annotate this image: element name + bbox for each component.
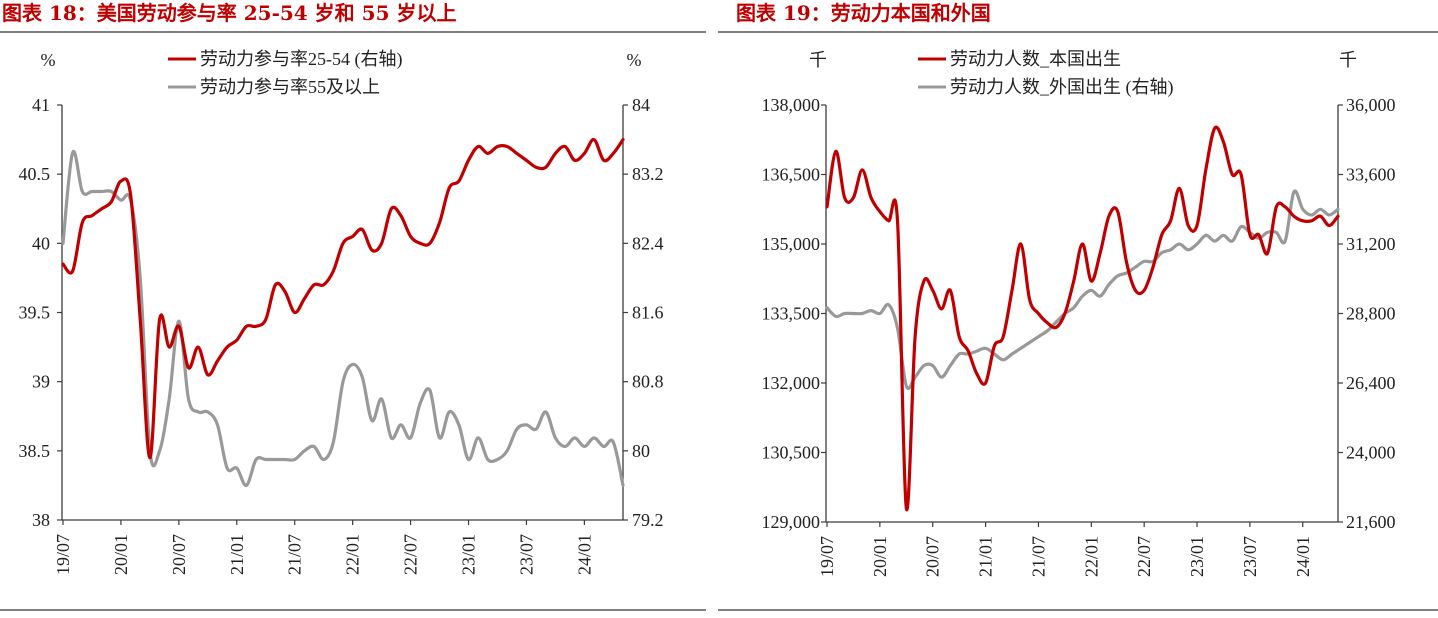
- right-y-tick-label: 31,200: [1346, 234, 1396, 254]
- x-tick-label: 23/01: [459, 534, 479, 575]
- right-y-tick-label: 84: [632, 95, 650, 115]
- legend-label: 劳动力参与率55及以上: [200, 77, 380, 97]
- left-y-tick-label: 39.5: [19, 303, 51, 323]
- x-tick-label: 23/01: [1187, 536, 1207, 577]
- right-y-tick-label: 83.2: [632, 164, 664, 184]
- right-y-tick-label: 82.4: [632, 233, 664, 253]
- left-y-tick-label: 135,000: [762, 234, 821, 254]
- chart-panel-left: 图表 18：美国劳动参与率 25-54 岁和 55 岁以上 %% 劳动力参与率25…: [0, 0, 708, 618]
- series-line-gray: [61, 149, 625, 487]
- right-y-tick-label: 28,800: [1346, 304, 1396, 324]
- chart-title: 图表 18：美国劳动参与率 25-54 岁和 55 岁以上: [2, 1, 457, 25]
- left-axis-unit: 千: [809, 50, 827, 70]
- right-y-tick-label: 81.6: [632, 303, 664, 323]
- x-tick-label: 22/01: [343, 534, 363, 575]
- right-y-tick-label: 26,400: [1346, 373, 1396, 393]
- chart-panel-right: 图表 19：劳动力本国和外国 千 千 劳动力人数_本国出生劳动力人数_外国出生 (右…: [718, 0, 1438, 618]
- right-y-tick-label: 33,600: [1346, 165, 1396, 185]
- x-tick-label: 21/07: [1028, 536, 1048, 577]
- x-tick-label: 24/01: [1293, 536, 1313, 577]
- left-y-tick-label: 132,000: [762, 373, 821, 393]
- legend-label: 劳动力参与率25-54 (右轴): [200, 49, 402, 70]
- right-axis-unit: %: [627, 50, 642, 70]
- right-y-tick-label: 36,000: [1346, 95, 1396, 115]
- right-y-tick-label: 80: [632, 441, 650, 461]
- left-y-tick-label: 39: [32, 372, 50, 392]
- left-y-tick-label: 129,000: [762, 512, 821, 532]
- x-tick-label: 20/01: [111, 534, 131, 575]
- x-tick-label: 24/01: [574, 534, 594, 575]
- left-y-tick-label: 40: [32, 233, 50, 253]
- left-axis-unit: %: [41, 50, 56, 70]
- right-y-tick-label: 21,600: [1346, 512, 1396, 532]
- x-tick-label: 20/01: [870, 536, 890, 577]
- left-y-tick-label: 133,500: [762, 304, 821, 324]
- left-y-tick-label: 130,500: [762, 443, 821, 463]
- x-tick-label: 21/01: [227, 534, 247, 575]
- left-y-tick-label: 138,000: [762, 95, 821, 115]
- left-y-tick-label: 38.5: [19, 441, 51, 461]
- left-y-tick-label: 136,500: [762, 165, 821, 185]
- x-tick-label: 22/07: [1134, 536, 1154, 577]
- series-line-red: [61, 138, 625, 460]
- x-tick-label: 19/07: [817, 536, 837, 577]
- x-tick-label: 20/07: [923, 536, 943, 577]
- series-line-red: [825, 125, 1340, 512]
- x-tick-label: 19/07: [53, 534, 73, 575]
- right-y-tick-label: 24,000: [1346, 443, 1396, 463]
- right-y-tick-label: 79.2: [632, 510, 664, 530]
- left-y-tick-label: 38: [32, 510, 50, 530]
- legend-label: 劳动力人数_外国出生 (右轴): [950, 77, 1174, 98]
- x-tick-label: 23/07: [1240, 536, 1260, 577]
- x-tick-label: 21/01: [976, 536, 996, 577]
- x-tick-label: 20/07: [169, 534, 189, 575]
- left-y-tick-label: 40.5: [19, 164, 51, 184]
- legend-label: 劳动力人数_本国出生: [950, 49, 1121, 69]
- x-tick-label: 23/07: [516, 534, 536, 575]
- x-tick-label: 22/01: [1081, 536, 1101, 577]
- chart-title: 图表 19：劳动力本国和外国: [736, 1, 991, 25]
- series-line-gray: [825, 189, 1340, 391]
- x-tick-label: 22/07: [401, 534, 421, 575]
- right-axis-unit: 千: [1339, 50, 1357, 70]
- labor-participation-chart: % % 劳动力参与率25-54 (右轴) 劳动力参与率55及以上 41 84 40.5 83.…: [0, 31, 706, 611]
- right-y-tick-label: 80.8: [632, 372, 664, 392]
- left-y-tick-label: 41: [32, 95, 50, 115]
- x-tick-label: 21/07: [285, 534, 305, 575]
